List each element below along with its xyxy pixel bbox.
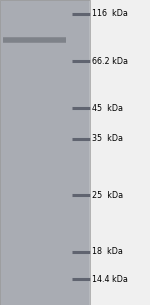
- Text: 45  kDa: 45 kDa: [92, 104, 123, 113]
- Bar: [0, 0, 90, 305]
- Bar: [0, 0, 90, 305]
- Text: 14.4 kDa: 14.4 kDa: [92, 274, 128, 284]
- Text: 66.2 kDa: 66.2 kDa: [92, 56, 128, 66]
- Text: 35  kDa: 35 kDa: [92, 134, 123, 143]
- Bar: [90, 0, 150, 305]
- Text: 25  kDa: 25 kDa: [92, 191, 123, 200]
- Text: 18  kDa: 18 kDa: [92, 247, 123, 256]
- Text: 116  kDa: 116 kDa: [92, 9, 128, 18]
